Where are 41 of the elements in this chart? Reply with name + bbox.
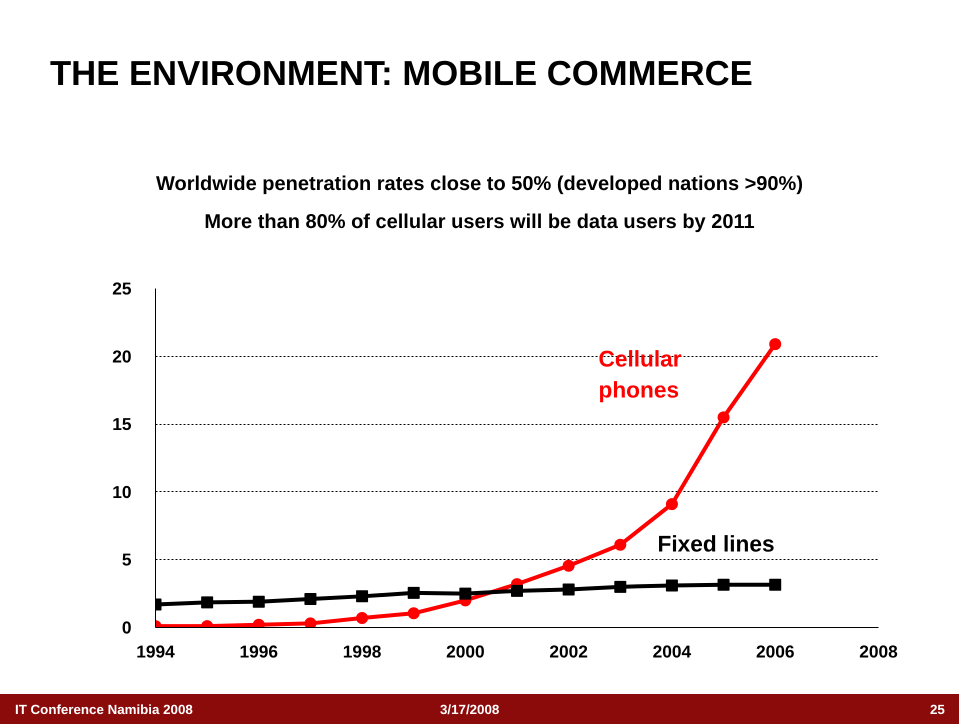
point — [252, 596, 265, 608]
series-label: Cellular phones — [598, 346, 682, 403]
y-tick-label: 20 — [112, 346, 132, 366]
chart-title: THE ENVIRONMENT: MOBILE COMMERCE — [50, 54, 753, 95]
point — [562, 584, 575, 596]
y-tick-label: 10 — [112, 482, 132, 502]
x-tick-label: 2008 — [859, 642, 898, 662]
text: IT Conference Namibia 2008 — [15, 701, 193, 719]
point — [304, 617, 316, 628]
point — [614, 580, 626, 593]
y-tick-label: 15 — [112, 414, 132, 434]
y-tick-label: 5 — [122, 550, 132, 570]
chart-subtitle: Worldwide penetration rates close to 50% (developed nations >90%) More than 80% of cellular users will be data users by 2011 — [154, 172, 804, 235]
point — [459, 588, 472, 600]
point — [562, 560, 575, 572]
point — [666, 498, 678, 510]
point — [356, 612, 368, 624]
text: 25 — [930, 701, 945, 719]
point — [356, 590, 368, 602]
point — [718, 411, 730, 424]
y-tick-label: 0 — [122, 618, 132, 638]
x-tick-label: 2004 — [652, 642, 692, 662]
point — [769, 578, 782, 591]
series-label: Fixed lines — [658, 530, 775, 556]
point — [408, 607, 420, 620]
point — [201, 596, 214, 608]
y-tick-label: 25 — [112, 278, 132, 298]
x-tick-label: 1996 — [240, 642, 278, 662]
x-tick-label: 1994 — [136, 642, 176, 662]
x-tick-label: 2006 — [756, 642, 795, 662]
x-tick-label: 2002 — [549, 642, 588, 662]
point — [408, 586, 420, 599]
point — [769, 338, 782, 350]
x-tick-label: 2000 — [446, 642, 485, 662]
x-tick-label: 1998 — [342, 642, 382, 662]
point — [718, 578, 730, 591]
point — [304, 593, 316, 606]
point — [666, 579, 678, 592]
point — [614, 538, 626, 551]
point — [511, 584, 523, 597]
text: 3/17/2008 — [440, 701, 500, 719]
